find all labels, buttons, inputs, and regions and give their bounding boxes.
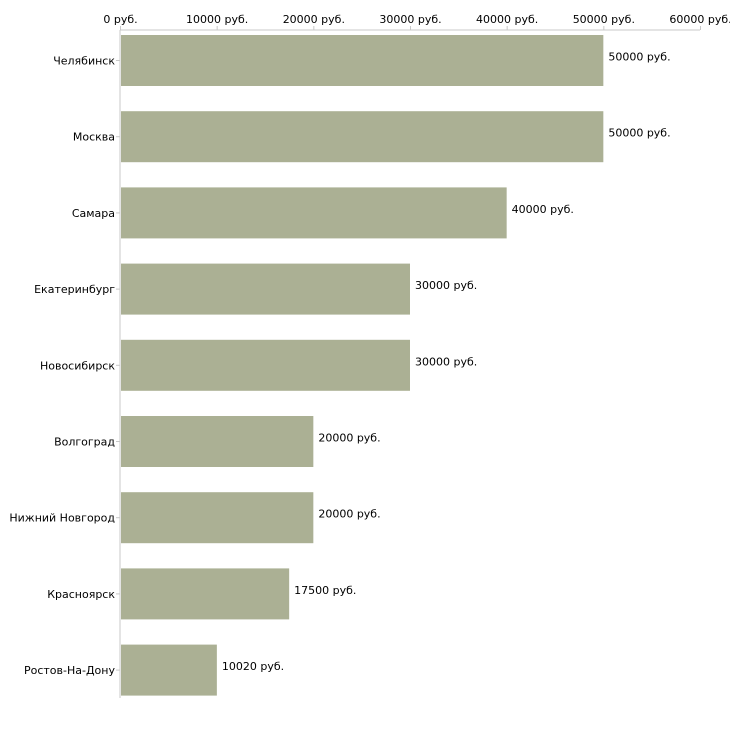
bar	[121, 35, 604, 86]
category-label: Ростов-На-Дону	[24, 664, 115, 677]
category-label: Челябинск	[53, 55, 115, 68]
data-label: 20000 руб.	[318, 508, 380, 521]
category-label: Самара	[72, 207, 115, 220]
bar	[121, 111, 604, 163]
data-label: 30000 руб.	[415, 355, 477, 368]
bar	[121, 644, 217, 696]
data-label: 40000 руб.	[512, 203, 574, 216]
x-tick-label: 30000 руб.	[379, 13, 441, 26]
x-tick-label: 40000 руб.	[476, 13, 538, 26]
bar	[121, 568, 290, 620]
category-label: Красноярск	[47, 588, 115, 601]
category-label: Нижний Новгород	[9, 512, 115, 525]
bars	[121, 35, 604, 696]
data-label: 20000 руб.	[318, 432, 380, 445]
x-tick-label: 10000 руб.	[186, 13, 248, 26]
data-label: 50000 руб.	[608, 127, 670, 140]
category-label: Екатеринбург	[34, 283, 115, 296]
x-tick-label: 0 руб.	[103, 13, 137, 26]
category-label: Москва	[73, 131, 115, 144]
x-axis: 0 руб. 10000 руб. 20000 руб. 30000 руб. 4000…	[103, 13, 730, 698]
data-label: 50000 руб.	[608, 51, 670, 64]
bar	[121, 187, 507, 239]
category-label: Новосибирск	[40, 359, 115, 372]
data-label: 17500 руб.	[294, 584, 356, 597]
bar	[121, 263, 410, 315]
x-tick-label: 60000 руб.	[669, 13, 730, 26]
bar	[121, 339, 410, 391]
x-tick-label: 50000 руб.	[573, 13, 635, 26]
bar	[121, 492, 314, 544]
data-label: 10020 руб.	[222, 660, 284, 673]
labels: Челябинск 50000 руб. Москва 50000 руб. Самар…	[9, 51, 670, 678]
bar	[121, 416, 314, 467]
category-label: Волгоград	[54, 436, 115, 449]
x-tick-label: 20000 руб.	[283, 13, 345, 26]
data-label: 30000 руб.	[415, 279, 477, 292]
